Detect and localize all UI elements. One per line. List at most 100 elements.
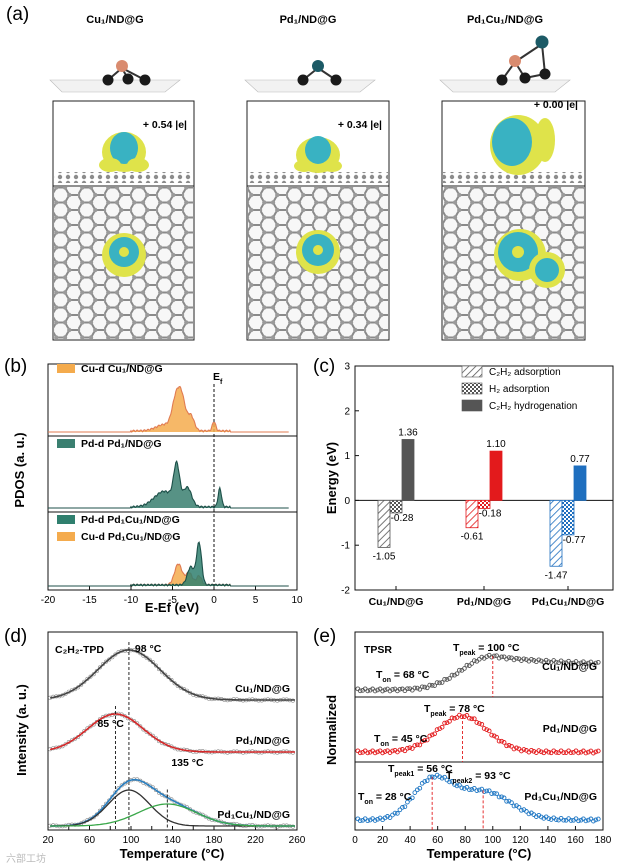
tpsr-data-point <box>481 789 487 794</box>
tpsr-data-point <box>496 794 502 800</box>
tpd-data-point <box>169 677 174 682</box>
tpsr-data-point <box>365 750 371 756</box>
charge-box-cu: + 0.54 |e| <box>52 100 195 341</box>
tpsr-data-point <box>462 666 467 671</box>
tpsr-data-point <box>595 748 601 754</box>
tpsr-data-point <box>424 737 430 743</box>
energy-legend-swatch <box>461 382 483 395</box>
tpsr-data-point <box>405 745 410 751</box>
tpsr-data-point <box>501 740 507 745</box>
tpd-data-point <box>88 724 93 729</box>
pdos-legend-label: Pd-d Pd₁Cu₁/ND@G <box>81 514 180 526</box>
tpsr-xtick-label: 80 <box>460 835 472 846</box>
tpd-data-point <box>79 732 84 737</box>
bar-value-label: -0.61 <box>461 532 484 543</box>
tpsr-data-point <box>509 743 514 749</box>
tpsr-data-point <box>586 817 591 823</box>
tpsr-data-point <box>382 749 388 754</box>
tpsr-data-point <box>586 749 591 755</box>
tpd-ylabel: Intensity (a. u.) <box>14 684 29 776</box>
tpsr-data-point <box>390 687 395 692</box>
tpsr-data-point <box>439 724 445 730</box>
bar-value-label: 1.10 <box>486 439 506 450</box>
tpsr-data-point <box>591 818 596 824</box>
tpsr-data-point <box>397 807 403 813</box>
tpsr-data-point <box>464 662 470 668</box>
tpsr-data-point <box>529 656 534 662</box>
tpsr-data-point <box>424 778 430 784</box>
energy-legend-label: C₂H₂ hydrogenation <box>489 401 577 412</box>
tpsr-title: TPSR <box>364 644 392 656</box>
tpsr-data-point <box>511 803 517 809</box>
energy-bar <box>573 465 587 501</box>
tpsr-data-point <box>474 788 480 793</box>
tpsr-data-point <box>586 660 591 666</box>
charge-value-pdcu: + 0.00 |e| <box>534 99 578 111</box>
tpd-data-point <box>153 663 158 668</box>
tpsr-data-point <box>491 733 497 739</box>
tpsr-data-point <box>442 720 447 726</box>
pdos-line <box>48 459 289 510</box>
tpsr-data-point <box>561 817 566 823</box>
tpsr-data-point <box>576 661 581 666</box>
charge-box-pd: + 0.34 |e| <box>246 100 390 341</box>
pd-atom <box>312 60 324 72</box>
tpsr-data-point <box>576 818 581 824</box>
pdos-legend-swatch <box>57 532 75 541</box>
tpsr-data-point <box>546 749 552 755</box>
tpsr-data-point <box>419 739 425 744</box>
tpsr-data-point <box>452 715 457 721</box>
tpsr-xtick-label: 0 <box>352 835 358 846</box>
tpsr-data-point <box>462 786 467 791</box>
tpsr-data-point <box>501 654 507 660</box>
tpsr-data-point <box>479 721 485 727</box>
tpd-series-label: Pd₁/ND@G <box>236 735 290 747</box>
tpsr-data-point <box>504 798 509 804</box>
tpsr-data-point <box>439 775 445 781</box>
tpsr-data-point <box>449 672 455 678</box>
tpsr-data-point <box>372 818 378 823</box>
charge-box-pdcu: + 0.00 |e| <box>441 99 586 341</box>
tpd-series-label: Pd₁Cu₁/ND@G <box>217 809 290 821</box>
tpsr-data-point <box>578 749 584 755</box>
tpd-data-point <box>157 667 162 672</box>
cu-atom <box>116 60 128 72</box>
tpsr-xlabel: Temperature (°C) <box>427 846 532 861</box>
tpsr-data-point <box>538 658 544 664</box>
tpd-peak-annotation: 98 °C <box>135 643 162 655</box>
tpsr-data-point <box>412 685 418 691</box>
tpsr-series-label: Pd₁/ND@G <box>543 723 597 735</box>
tpsr-data-point <box>521 747 527 752</box>
bar-value-label: -0.18 <box>479 508 502 519</box>
tpd-data-point <box>147 657 152 662</box>
tpsr-data-point <box>367 687 373 693</box>
bar-value-label: -0.28 <box>391 513 414 524</box>
tpd-data-point <box>88 674 93 679</box>
tpsr-xtick-label: 60 <box>432 835 444 846</box>
tpsr-data-point <box>484 788 490 794</box>
tpsr-data-point <box>471 658 477 663</box>
tpd-data-point <box>104 659 109 664</box>
tpsr-data-point <box>464 784 470 790</box>
tpd-data-point <box>94 669 99 674</box>
pdos-legend-swatch <box>57 515 75 524</box>
tpd-xtick-label: 20 <box>42 835 54 846</box>
tpsr-data-point <box>422 684 428 690</box>
energy-legend-swatch <box>461 399 483 412</box>
tpsr-data-point <box>382 687 388 693</box>
pdos-line <box>48 385 289 433</box>
tpsr-data-point <box>568 750 574 756</box>
tpsr-data-point <box>427 774 433 780</box>
ton-annotation: Ton = 28 °C <box>358 791 412 806</box>
tpsr-frame <box>354 631 604 831</box>
tpsr-data-point <box>380 750 385 756</box>
tpsr-data-point <box>568 818 574 823</box>
tpsr-data-point <box>595 659 601 665</box>
tpsr-data-point <box>481 726 487 731</box>
tpsr-data-point <box>516 804 522 810</box>
tpsr-data-point <box>397 747 403 753</box>
tpsr-data-point <box>457 667 462 673</box>
tpsr-data-point <box>546 816 552 821</box>
tpeak1-annotation: Tpeak1 = 56 °C <box>388 763 453 778</box>
